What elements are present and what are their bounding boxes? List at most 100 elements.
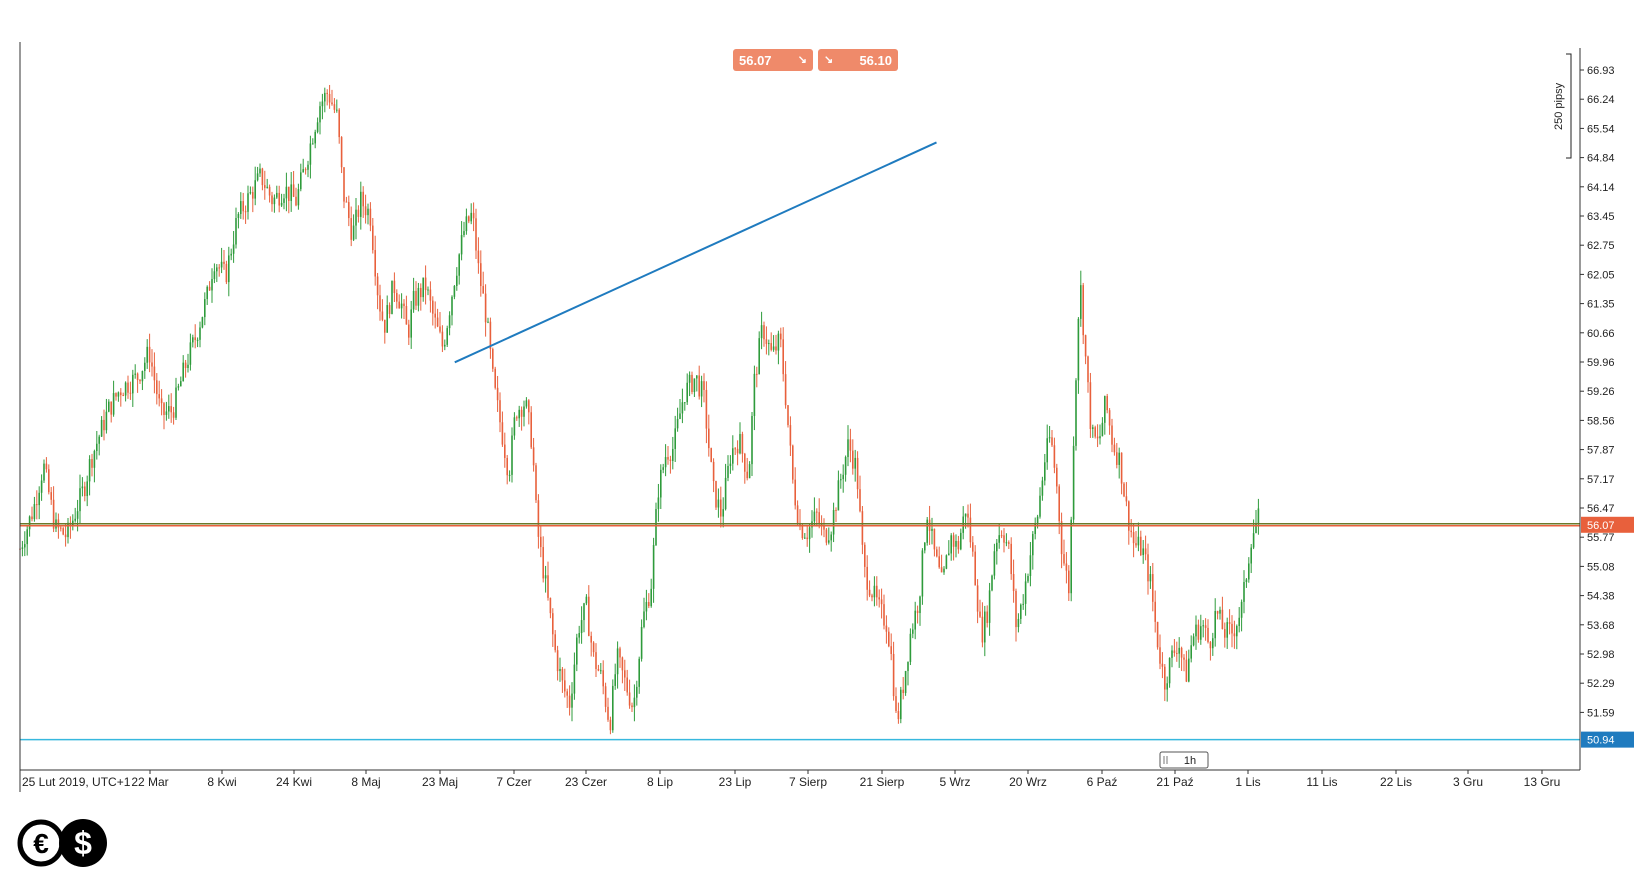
candle-body [1094, 427, 1096, 437]
candle-body [535, 465, 537, 501]
candle-body [1104, 396, 1106, 423]
x-tick-label: 7 Czer [496, 775, 531, 789]
candle-body [232, 244, 235, 254]
candle-body [636, 686, 638, 698]
candle-body [859, 489, 861, 512]
candle-body [883, 604, 885, 626]
candle-body [748, 464, 751, 479]
candle-body [588, 596, 590, 636]
candle-body [674, 428, 676, 449]
candle-body [1048, 437, 1051, 439]
candle-body [196, 339, 199, 341]
candle-body [1108, 410, 1111, 426]
candle-body [1200, 626, 1202, 640]
candle-body [976, 585, 979, 612]
candle-body [240, 201, 242, 215]
candle-body [105, 411, 108, 431]
y-tick-label: 66.24 [1587, 94, 1615, 106]
candle-body [74, 518, 76, 521]
candle-body [792, 445, 794, 480]
candle-body [679, 413, 681, 419]
candle-body [907, 661, 909, 671]
candle-body [26, 529, 28, 545]
candle-body [1008, 542, 1010, 544]
candle-body [230, 253, 232, 256]
candle-body [170, 406, 172, 413]
x-tick-label: 23 Maj [422, 775, 458, 789]
candle-body [1123, 483, 1125, 497]
candle-body [866, 566, 868, 590]
candle-body [369, 208, 372, 226]
candle-body [691, 374, 693, 393]
candle-body [537, 500, 540, 537]
candle-body [1204, 625, 1207, 628]
candle-body [729, 463, 732, 466]
x-tick-label: 23 Czer [565, 775, 607, 789]
candle-body [753, 373, 756, 416]
candle-body [1084, 335, 1087, 357]
candle-body [1032, 534, 1034, 556]
candle-body [638, 658, 640, 687]
candle-body [571, 693, 573, 708]
x-tick-label: 11 Lis [1306, 775, 1337, 789]
candle-body [192, 337, 194, 343]
candle-body [765, 339, 768, 345]
candle-body [580, 620, 583, 634]
current-price-tag [1581, 516, 1634, 533]
candle-body [168, 406, 170, 412]
candle-body [271, 195, 273, 205]
candle-body [475, 218, 477, 251]
buy-button[interactable]: ↘ 56.10 [818, 49, 898, 71]
candle-body [477, 250, 480, 264]
timeframe-marker[interactable] [1159, 751, 1209, 769]
candle-body [158, 394, 160, 399]
candle-body [472, 212, 475, 219]
candle-body [948, 553, 950, 556]
drawn-lines-layer[interactable] [20, 141, 1580, 741]
candle-body [84, 486, 86, 497]
candle-body [444, 344, 446, 347]
candle-body [108, 401, 110, 412]
candle-body [871, 595, 873, 598]
candle-body [530, 412, 532, 448]
candle-body [340, 137, 343, 168]
candle-body [540, 536, 542, 548]
sell-button[interactable]: 56.07 ↘ [733, 49, 813, 71]
candle-body [602, 670, 604, 687]
candle-body [576, 637, 578, 665]
candle-body [24, 544, 26, 548]
candle-body [787, 405, 789, 426]
candle-body [40, 480, 43, 493]
candle-body [1216, 611, 1219, 614]
candle-body [144, 362, 146, 371]
candle-body [720, 499, 722, 517]
candle-body [1005, 542, 1008, 544]
candle-body [453, 286, 456, 297]
candle-body [266, 186, 268, 188]
candle-body [122, 395, 124, 397]
candle-body [314, 131, 316, 144]
candle-body [60, 527, 62, 529]
candle-body [806, 537, 808, 540]
y-tick-label: 52.98 [1587, 649, 1615, 661]
trend-line[interactable] [454, 141, 937, 364]
candle-body [981, 616, 984, 643]
candle-body [825, 529, 828, 543]
candle-body [256, 173, 259, 181]
candle-body [206, 286, 208, 300]
candle-body [1125, 496, 1128, 502]
x-tick-label: 20 Wrz [1009, 775, 1047, 789]
candle-body [484, 293, 487, 323]
candle-body [439, 326, 441, 332]
candle-body [343, 167, 345, 202]
candle-body [1257, 508, 1260, 524]
candle-body [252, 192, 254, 199]
candle-body [1245, 579, 1248, 583]
candle-body [758, 338, 760, 375]
candle-body [50, 492, 52, 500]
pips-ruler [1566, 53, 1572, 159]
candle-body [696, 375, 698, 379]
candle-body [1219, 609, 1221, 614]
